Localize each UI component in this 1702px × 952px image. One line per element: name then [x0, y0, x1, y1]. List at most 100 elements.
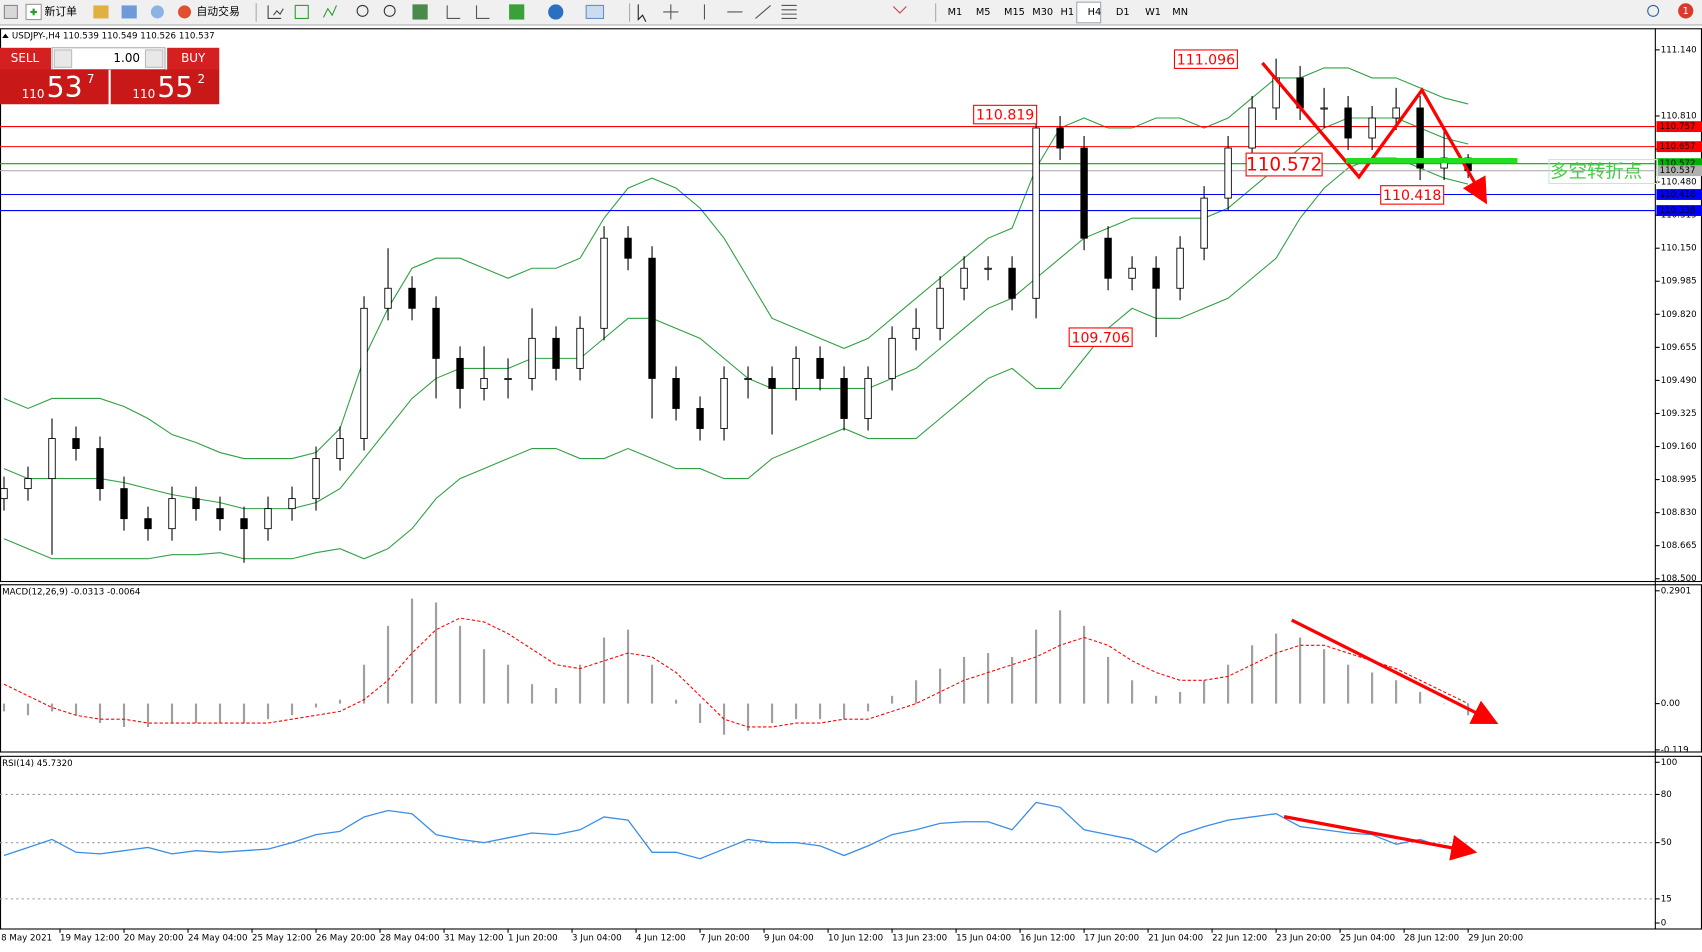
- annotation: 110.418: [1383, 188, 1441, 204]
- macd-bar: [626, 629, 630, 704]
- sell-button[interactable]: [0, 47, 52, 70]
- macd-panel: [0, 584, 1702, 753]
- x-tick-label: 1 Jun 20:00: [508, 934, 558, 944]
- timeframe[interactable]: M30: [1032, 7, 1053, 18]
- macd-bar: [1155, 695, 1158, 704]
- candle-body: [144, 518, 152, 530]
- main-panel: [0, 28, 1702, 583]
- candle-body: [696, 408, 704, 429]
- macd-bar: [794, 703, 798, 720]
- x-tick-label: 7 Jun 20:00: [700, 934, 750, 944]
- candle-body: [1008, 267, 1016, 299]
- timeframe[interactable]: M5: [976, 7, 991, 18]
- annotation-box: [1068, 327, 1133, 347]
- macd-bar: [1131, 680, 1134, 704]
- price-level-tag: [1656, 121, 1702, 133]
- timeframe[interactable]: MN: [1172, 7, 1188, 18]
- timeframe[interactable]: M1: [948, 7, 963, 18]
- macd-bar: [986, 653, 990, 704]
- note-box: [1548, 159, 1659, 185]
- timeframe[interactable]: W1: [1145, 7, 1161, 18]
- macd-bar: [578, 664, 582, 704]
- macd-bar: [170, 703, 174, 724]
- macd-bar: [506, 664, 510, 704]
- macd-bar: [338, 699, 342, 704]
- candle-body: [576, 327, 584, 369]
- candle-body: [192, 498, 200, 510]
- candle-body: [312, 458, 320, 500]
- x-tick-label: 19 May 12:00: [60, 934, 119, 944]
- x-tick-label: 28 May 04:00: [380, 934, 439, 944]
- candle-body: [936, 287, 944, 329]
- macd-bar: [770, 703, 774, 724]
- macd-bar: [122, 703, 126, 727]
- candle-body: [960, 267, 968, 289]
- x-tick-label: 25 Jun 04:00: [1340, 934, 1395, 944]
- y-tick-label: 100: [1661, 758, 1678, 768]
- macd-bar: [698, 703, 702, 724]
- candle-body: [1224, 147, 1232, 199]
- macd-bar: [554, 688, 558, 704]
- y-tick-label: 110.150: [1661, 244, 1697, 254]
- macd-bar: [1227, 664, 1230, 704]
- macd-bar: [890, 695, 894, 704]
- macd-signal: [3, 617, 1469, 728]
- x-tick-label: 9 Jun 04:00: [764, 934, 814, 944]
- price-level-label: 110.757: [1660, 122, 1696, 132]
- x-tick-label: 20 May 20:00: [124, 934, 183, 944]
- candle-body: [816, 357, 824, 379]
- auto-trading[interactable]: 自动交易: [196, 4, 239, 18]
- candle-body: [1032, 127, 1040, 299]
- annotation: 110.572: [1246, 155, 1322, 176]
- macd-bar: [98, 703, 102, 724]
- macd-bar: [866, 703, 870, 712]
- macd-bar: [1299, 637, 1302, 704]
- y-tick-label: 80: [1661, 790, 1672, 800]
- y-tick-label: 108.995: [1661, 475, 1697, 485]
- price-level-label: 110.572: [1660, 159, 1696, 169]
- y-tick-label: 0: [1661, 918, 1667, 928]
- price-level-tag: [1656, 205, 1702, 216]
- buy-button[interactable]: [167, 47, 220, 70]
- ask-box[interactable]: [110, 69, 220, 105]
- timeframe[interactable]: D1: [1116, 7, 1130, 18]
- new-order[interactable]: 新订单: [45, 4, 78, 18]
- y-tick-label: 108.500: [1661, 574, 1697, 584]
- candle-body: [648, 257, 656, 379]
- y-tick-label: 109.490: [1661, 376, 1697, 386]
- timeframe[interactable]: H1: [1060, 7, 1074, 18]
- macd-bar: [26, 703, 30, 716]
- macd-bar: [530, 684, 534, 704]
- x-tick-label: 8 May 2021: [1, 934, 52, 944]
- active-timeframe: [1076, 1, 1102, 24]
- y-tick-label: 110.480: [1661, 178, 1697, 188]
- candle-body: [504, 377, 512, 380]
- candle-body: [1128, 267, 1136, 279]
- candle-body: [360, 307, 368, 439]
- candle-body: [1368, 117, 1376, 139]
- annotation-box: [1380, 185, 1445, 205]
- candle-body: [768, 377, 776, 389]
- candle-body: [72, 438, 80, 449]
- bid-box[interactable]: [0, 69, 109, 105]
- macd-bar: [650, 664, 654, 704]
- lot[interactable]: 1.00: [113, 51, 140, 65]
- y-tick-label: -0.119: [1661, 745, 1689, 755]
- candle-body: [120, 488, 128, 520]
- timeframe[interactable]: H4: [1088, 7, 1102, 18]
- note: 多空转折点: [1550, 162, 1642, 183]
- annotation-box: [1245, 152, 1323, 177]
- candle-body: [1056, 127, 1064, 149]
- bollinger-middle: [3, 117, 1469, 510]
- y-tick-label: 109.985: [1661, 277, 1697, 287]
- bollinger-upper: [3, 67, 1469, 460]
- timeframe[interactable]: M15: [1004, 7, 1025, 18]
- macd-bar: [50, 703, 54, 712]
- candle-body: [1104, 237, 1112, 279]
- candle-body: [1080, 147, 1088, 239]
- annotation: 111.096: [1177, 52, 1235, 68]
- ask-small: 2: [198, 72, 206, 86]
- x-tick-label: 23 Jun 20:00: [1276, 934, 1331, 944]
- macd-bar: [1443, 703, 1446, 705]
